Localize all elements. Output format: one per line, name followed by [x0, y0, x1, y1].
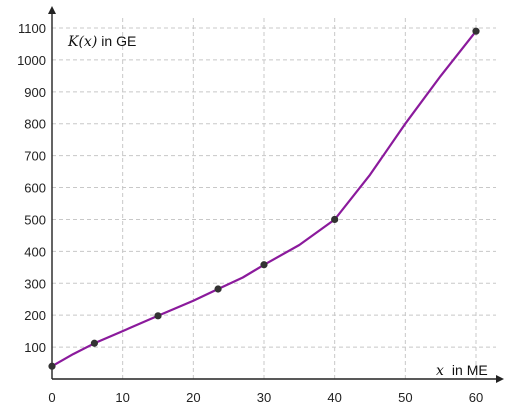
y-tick-label: 1000 — [17, 53, 46, 68]
y-tick-label: 100 — [24, 340, 46, 355]
y-tick-label: 400 — [24, 244, 46, 259]
y-axis-title: K(x) in GE — [67, 33, 136, 50]
y-tick-label: 1100 — [18, 21, 46, 36]
y-tick-label: 600 — [24, 181, 46, 196]
data-point — [214, 285, 222, 293]
data-point — [472, 27, 480, 35]
x-axis-variable: x — [436, 363, 444, 379]
data-point — [48, 362, 56, 370]
y-tick-labels: 100 200 300 400 500 600 700 800 900 1000 1100 — [17, 21, 46, 355]
x-tick-label: 20 — [186, 390, 200, 405]
x-tick-label: 10 — [115, 390, 129, 405]
y-axis-variable: K(x) — [67, 34, 97, 50]
x-tick-labels: 0 10 20 30 40 50 60 — [48, 390, 483, 405]
axes — [48, 6, 504, 383]
x-axis-arrow-icon — [496, 375, 504, 383]
data-point — [154, 312, 162, 320]
x-tick-label: 50 — [398, 390, 412, 405]
y-tick-label: 700 — [24, 149, 46, 164]
data-point — [90, 339, 99, 347]
series-line — [51, 30, 477, 368]
data-points — [48, 27, 480, 370]
y-tick-label: 900 — [24, 85, 46, 100]
grid — [52, 18, 496, 379]
x-tick-label: 0 — [48, 390, 55, 405]
x-tick-label: 60 — [469, 390, 483, 405]
y-tick-label: 200 — [24, 308, 46, 323]
data-point — [260, 261, 268, 269]
y-tick-label: 300 — [24, 276, 46, 291]
x-tick-label: 40 — [327, 390, 341, 405]
data-point — [331, 215, 339, 224]
y-tick-label: 500 — [24, 212, 46, 227]
y-axis-unit: in GE — [101, 33, 136, 49]
y-axis-arrow-icon — [48, 6, 56, 14]
x-tick-label: 30 — [257, 390, 271, 405]
x-axis-title: x in ME — [436, 362, 488, 379]
x-axis-unit: in ME — [452, 362, 488, 378]
y-tick-label: 800 — [24, 117, 46, 132]
